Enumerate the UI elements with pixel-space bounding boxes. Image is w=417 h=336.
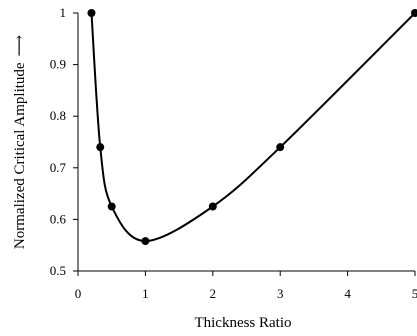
data-point <box>96 143 105 152</box>
y-axis-title: Normalized Critical Amplitude ⟶ <box>12 35 28 249</box>
axes <box>77 13 415 272</box>
y-tick-label: 0.5 <box>50 263 66 278</box>
y-axis-arrow: ⟶ <box>12 35 28 57</box>
x-tick-label: 5 <box>412 286 417 301</box>
tick-labels: 0.5 0.6 0.7 0.8 0.9 1 0 1 2 3 4 5 <box>50 5 417 301</box>
data-point <box>411 9 417 17</box>
y-axis-title-text: Normalized Critical Amplitude <box>12 62 28 249</box>
data-point <box>208 202 217 211</box>
ticks <box>73 12 416 276</box>
y-tick-label: 0.7 <box>50 160 67 175</box>
y-tick-label: 0.6 <box>50 211 67 226</box>
series-line <box>90 12 416 243</box>
x-axis-title: Thickness Ratio <box>194 315 291 331</box>
data-point <box>276 143 285 152</box>
data-point <box>107 202 116 211</box>
x-tick-label: 0 <box>75 286 82 301</box>
markers <box>87 9 417 246</box>
x-tick-label: 2 <box>210 286 217 301</box>
data-point <box>87 9 96 17</box>
y-tick-label: 0.9 <box>50 57 66 72</box>
x-tick-label: 4 <box>344 286 351 301</box>
data-point <box>141 237 150 246</box>
y-tick-label: 0.8 <box>50 108 66 123</box>
y-tick-label: 1 <box>60 5 67 20</box>
x-tick-label: 3 <box>277 286 284 301</box>
x-tick-label: 1 <box>142 286 149 301</box>
